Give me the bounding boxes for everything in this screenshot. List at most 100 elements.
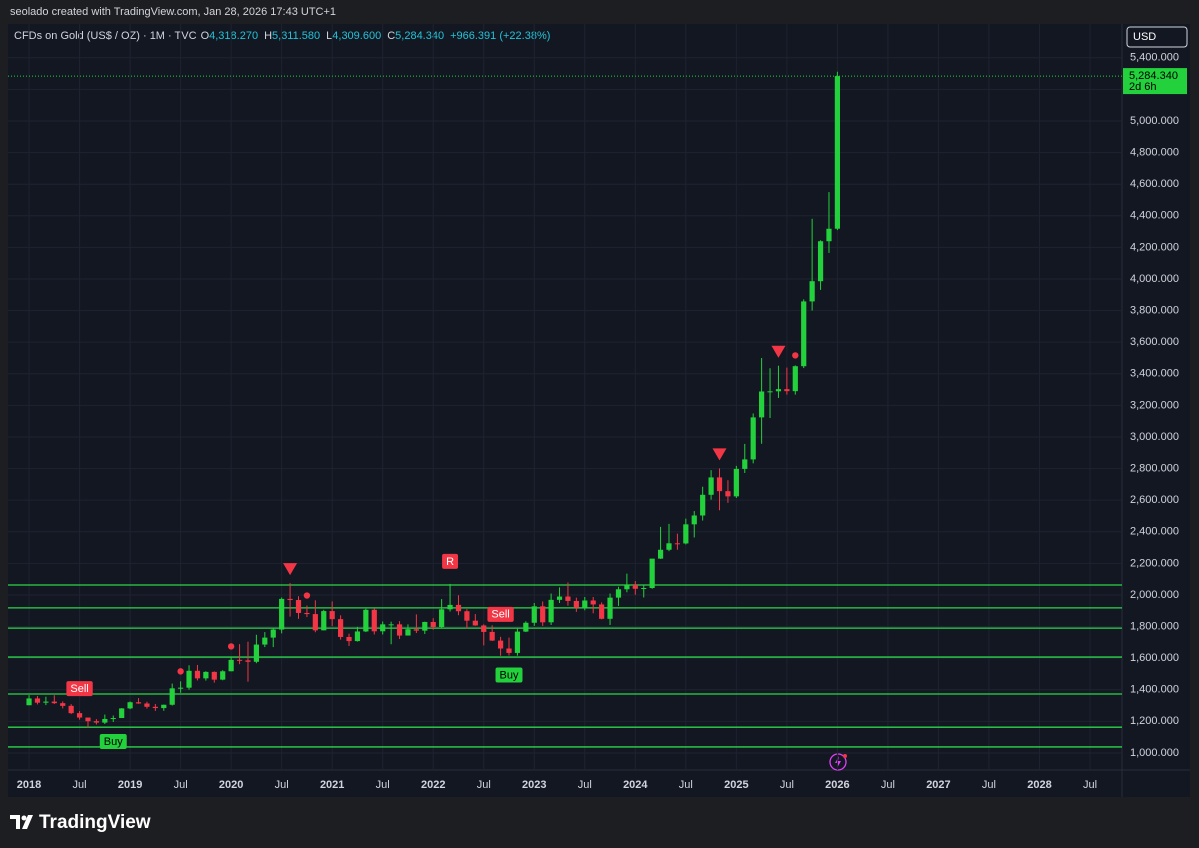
candle <box>590 597 596 614</box>
candle-body <box>565 596 571 601</box>
legend-key: O <box>201 30 210 42</box>
candle <box>152 703 158 711</box>
candle-body <box>632 585 638 589</box>
x-tick-label: 2027 <box>926 779 950 791</box>
candle <box>85 717 91 728</box>
signal-label: Buy <box>500 669 519 681</box>
candle <box>245 641 251 682</box>
candle-body <box>161 704 167 709</box>
candle-body <box>472 620 478 626</box>
candle-body <box>649 558 655 589</box>
y-tick-label: 4,600.000 <box>1130 178 1179 190</box>
candle-body <box>607 597 613 619</box>
candle <box>405 624 411 636</box>
x-tick-label: 2026 <box>825 779 849 791</box>
candle-body <box>683 524 689 544</box>
candle-body <box>464 611 470 621</box>
candle <box>523 621 529 633</box>
candle <box>464 609 470 629</box>
candle-body <box>708 477 714 495</box>
candle-body <box>76 713 83 718</box>
candle-body <box>211 671 217 680</box>
legend-value: 4,318.270 <box>209 30 258 42</box>
candle <box>775 365 782 398</box>
candle <box>447 583 453 612</box>
candle <box>354 626 361 642</box>
candle <box>51 695 57 704</box>
candle-body <box>422 621 428 631</box>
candle-body <box>455 604 462 612</box>
y-tick-label: 4,000.000 <box>1130 273 1179 285</box>
candle <box>329 601 335 627</box>
currency: USD <box>1133 31 1156 43</box>
signal-box <box>495 667 523 683</box>
candle-body <box>346 636 352 642</box>
candle-body <box>809 281 815 302</box>
currency-box[interactable] <box>1126 26 1188 48</box>
y-tick-label: 1,000.000 <box>1130 747 1179 759</box>
y-tick-label: 5,400.000 <box>1130 52 1179 64</box>
signal-label: R <box>446 556 454 568</box>
signal-box <box>99 733 127 749</box>
candle <box>801 299 807 369</box>
y-tick-label: 1,600.000 <box>1130 652 1179 664</box>
candle <box>144 701 150 709</box>
candle-body <box>700 494 706 516</box>
candle-body <box>750 417 756 460</box>
candle-body <box>439 609 445 628</box>
candle-body <box>430 621 436 628</box>
candle-body <box>792 366 798 392</box>
candle <box>472 614 478 626</box>
candle <box>481 624 487 646</box>
candle <box>119 708 125 719</box>
replay-icon[interactable] <box>829 753 847 771</box>
candle-body <box>186 670 192 688</box>
candle-body <box>321 611 327 631</box>
y-tick-label: 3,600.000 <box>1130 336 1179 348</box>
candle-body <box>270 629 276 638</box>
candle <box>742 443 748 473</box>
x-tick-label: Jul <box>578 779 592 791</box>
y-tick-label: 4,800.000 <box>1130 147 1179 159</box>
signal-triangle <box>712 448 727 461</box>
x-tick-label: 2020 <box>219 779 243 791</box>
y-tick-label: 3,200.000 <box>1130 399 1179 411</box>
candle-body <box>203 671 209 679</box>
candle <box>632 581 638 595</box>
signal-triangle <box>283 563 298 576</box>
signal-triangle <box>771 345 786 358</box>
candle-body <box>279 598 285 630</box>
candle <box>270 628 276 648</box>
x-tick-label: 2024 <box>623 779 648 791</box>
candle <box>430 618 436 630</box>
candle-body <box>767 391 773 393</box>
legend-key: L <box>326 30 332 42</box>
candle-body <box>531 606 537 623</box>
candle <box>312 600 318 633</box>
candle-body <box>388 624 394 626</box>
candle <box>396 621 403 640</box>
candle-body <box>615 589 622 598</box>
y-tick-label: 4,400.000 <box>1130 210 1179 222</box>
candle <box>186 665 192 690</box>
candle-body <box>817 241 824 282</box>
x-tick-label: 2018 <box>17 779 41 791</box>
y-tick-label: 1,200.000 <box>1130 715 1179 727</box>
candle-body <box>801 301 807 367</box>
signal-box <box>442 553 459 569</box>
y-tick-label: 1,400.000 <box>1130 684 1179 696</box>
candle-body <box>85 717 91 722</box>
candle-body <box>759 391 765 418</box>
candle-body <box>413 629 419 631</box>
y-tick-label: 3,800.000 <box>1130 304 1179 316</box>
candle <box>573 597 579 612</box>
candle-body <box>34 698 41 703</box>
signal-box <box>66 681 93 697</box>
x-tick-label: Jul <box>275 779 289 791</box>
x-tick-label: Jul <box>982 779 996 791</box>
candle-body <box>262 637 268 645</box>
candle <box>784 367 790 395</box>
legend-key: H <box>264 30 272 42</box>
candle <box>556 587 563 604</box>
candle <box>43 696 49 706</box>
